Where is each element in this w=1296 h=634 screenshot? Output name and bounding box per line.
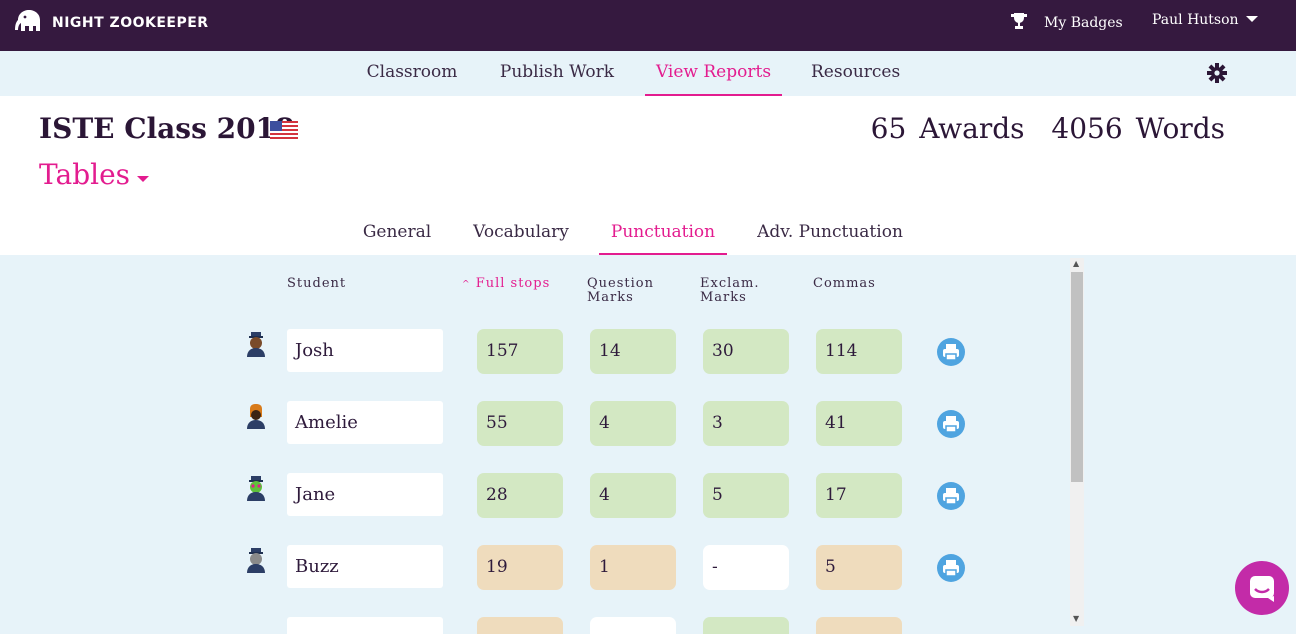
col-header-full-stops-label: Full stops xyxy=(475,276,551,291)
main-nav: Classroom Publish Work View Reports Reso… xyxy=(0,51,1296,96)
logo-text: NIGHT ZOOKEEPER xyxy=(52,15,209,31)
tab-vocabulary[interactable]: Vocabulary xyxy=(473,222,569,242)
question-marks-cell xyxy=(590,617,676,634)
col-header-exclam-line1: Exclam. xyxy=(700,276,760,291)
table-row: Amelie 55 4 3 41 xyxy=(0,401,1100,447)
student-name[interactable]: Amelie xyxy=(287,401,443,444)
full-stops-cell: 28 xyxy=(477,473,563,518)
chat-icon xyxy=(1235,576,1289,619)
col-header-commas[interactable]: Commas xyxy=(813,276,876,291)
exclam-marks-cell xyxy=(703,617,789,634)
nav-publish-work[interactable]: Publish Work xyxy=(499,62,615,82)
my-badges-label: My Badges xyxy=(1044,15,1123,31)
full-stops-cell: 19 xyxy=(477,545,563,590)
class-stats: 65 Awards 4056 Words xyxy=(857,112,1225,145)
sort-asc-icon: ^ xyxy=(462,280,471,290)
caret-down-icon xyxy=(136,158,150,191)
question-marks-cell: 4 xyxy=(590,401,676,446)
student-name[interactable]: Buzz xyxy=(287,545,443,588)
view-selector-dropdown[interactable]: Tables xyxy=(39,158,150,191)
question-marks-cell: 1 xyxy=(590,545,676,590)
col-header-student[interactable]: Student xyxy=(287,276,347,291)
trophy-icon xyxy=(1010,12,1028,34)
exclam-marks-cell: 5 xyxy=(703,473,789,518)
commas-cell: 41 xyxy=(816,401,902,446)
tab-punctuation[interactable]: Punctuation xyxy=(599,218,727,255)
tab-general[interactable]: General xyxy=(362,222,432,242)
top-bar: NIGHT ZOOKEEPER My Badges Paul Hutson xyxy=(0,0,1296,51)
exclam-marks-cell: 30 xyxy=(703,329,789,374)
user-menu[interactable]: Paul Hutson xyxy=(1152,12,1259,28)
full-stops-cell: 55 xyxy=(477,401,563,446)
words-count: 4056 Words xyxy=(1051,112,1225,145)
chat-launcher-button[interactable] xyxy=(1235,561,1289,615)
gear-icon[interactable] xyxy=(1207,63,1227,87)
table-row: Buzz 19 1 - 5 xyxy=(0,545,1100,591)
student-avatar xyxy=(244,475,268,501)
table-row: Josh 157 14 30 114 xyxy=(0,329,1100,375)
table-row: Jane 28 4 5 17 xyxy=(0,473,1100,519)
question-marks-cell: 4 xyxy=(590,473,676,518)
col-header-exclam-line2: Marks xyxy=(700,290,747,305)
full-stops-cell xyxy=(477,617,563,634)
logo[interactable]: NIGHT ZOOKEEPER xyxy=(14,8,209,38)
student-name[interactable]: Josh xyxy=(287,329,443,372)
report-table: Student ^ Full stops Question Marks Excl… xyxy=(0,255,1296,634)
col-header-question-line1: Question xyxy=(587,276,654,291)
student-avatar xyxy=(244,331,268,357)
print-icon[interactable] xyxy=(937,410,965,438)
commas-cell: 114 xyxy=(816,329,902,374)
print-icon[interactable] xyxy=(937,338,965,366)
tab-adv-punctuation[interactable]: Adv. Punctuation xyxy=(757,222,903,242)
scroll-down-arrow-icon[interactable]: ▼ xyxy=(1073,614,1080,623)
commas-cell: 5 xyxy=(816,545,902,590)
exclam-marks-cell: - xyxy=(703,545,789,590)
table-row-partial xyxy=(0,617,1100,634)
student-name[interactable]: Jane xyxy=(287,473,443,516)
student-avatar xyxy=(244,547,268,573)
nav-classroom[interactable]: Classroom xyxy=(366,62,458,82)
awards-count: 65 Awards xyxy=(870,112,1025,145)
view-selector-label: Tables xyxy=(39,158,131,191)
question-marks-cell: 14 xyxy=(590,329,676,374)
exclam-marks-cell: 3 xyxy=(703,401,789,446)
commas-cell: 17 xyxy=(816,473,902,518)
col-header-question-line2: Marks xyxy=(587,290,634,305)
commas-cell xyxy=(816,617,902,634)
class-title: ISTE Class 2018 xyxy=(39,112,295,145)
student-name[interactable] xyxy=(287,617,443,634)
print-icon[interactable] xyxy=(937,554,965,582)
scrollbar-thumb[interactable] xyxy=(1071,272,1083,482)
elephant-icon xyxy=(14,8,44,38)
student-avatar xyxy=(244,403,268,429)
col-header-question-marks[interactable]: Question Marks xyxy=(587,277,654,305)
col-header-exclam-marks[interactable]: Exclam. Marks xyxy=(700,277,759,305)
us-flag-icon xyxy=(270,121,298,143)
nav-resources[interactable]: Resources xyxy=(811,62,901,82)
my-badges-link[interactable]: My Badges xyxy=(1010,12,1123,34)
col-header-full-stops[interactable]: ^ Full stops xyxy=(462,277,550,292)
user-name: Paul Hutson xyxy=(1152,12,1239,28)
print-icon[interactable] xyxy=(937,482,965,510)
nav-view-reports[interactable]: View Reports xyxy=(645,51,782,96)
scroll-up-arrow-icon[interactable]: ▲ xyxy=(1073,259,1080,268)
caret-down-icon xyxy=(1245,12,1259,28)
full-stops-cell: 157 xyxy=(477,329,563,374)
